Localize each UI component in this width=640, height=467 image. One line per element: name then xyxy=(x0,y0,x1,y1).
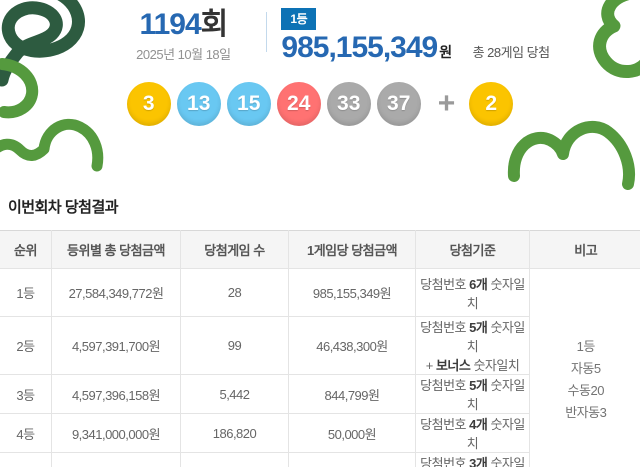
first-prize-badge: 1등 xyxy=(281,8,317,30)
winning-ball-3: 15 xyxy=(226,82,271,126)
total-games-label: 총 28게임 당첨 xyxy=(472,45,550,60)
total-cell: 27,584,349,772원 xyxy=(51,268,181,317)
rank-cell: 1등 xyxy=(0,268,52,317)
round-title: 1194회 xyxy=(108,8,258,41)
doodle-cloud-left xyxy=(0,118,104,172)
doodle-squiggle-top-right xyxy=(593,0,640,78)
doodle-loop-top-left xyxy=(0,0,85,87)
winning-ball-1: 3 xyxy=(126,82,171,126)
per-game-cell: 844,799원 xyxy=(288,374,416,414)
games-cell: 28 xyxy=(180,268,289,317)
col-remarks: 비고 xyxy=(529,230,640,269)
criteria-cell: 당첨번호 5개 숫자일치 + 보너스 숫자일치 xyxy=(415,316,530,375)
criteria-cell: 당첨번호 5개 숫자일치 xyxy=(415,374,530,414)
col-game-count: 당첨게임 수 xyxy=(180,230,289,269)
games-cell: 2,884,544 xyxy=(180,452,289,467)
criteria-cell: 당첨번호 6개 숫자일치 xyxy=(415,268,530,317)
currency-label: 원 xyxy=(439,44,453,60)
remark-line: 수동20 xyxy=(567,383,605,398)
header-divider xyxy=(266,12,268,52)
per-game-cell: 5,000원 xyxy=(288,452,416,467)
winning-ball-4: 24 xyxy=(276,82,321,126)
section-title: 이번회차 당첨결과 xyxy=(8,199,119,216)
bonus-ball: 2 xyxy=(469,82,514,126)
draw-date: 2025년 10월 18일 xyxy=(136,47,231,62)
table-row-rank5: 5등 14,422,720,000원 2,884,544 5,000원 당첨번호… xyxy=(0,452,640,467)
table-row-rank2: 2등 4,597,391,700원 99 46,438,300원 당첨번호 5개… xyxy=(0,316,640,375)
winning-numbers-row: 3 13 15 24 33 37 + 2 xyxy=(0,82,640,126)
total-cell: 9,341,000,000원 xyxy=(51,413,181,453)
doodle-cloud-right xyxy=(507,121,635,190)
per-game-cell: 985,155,349원 xyxy=(288,268,416,317)
criteria-cell: 당첨번호 3개 숫자일치 xyxy=(415,452,530,467)
col-total-prize: 등위별 총 당첨금액 xyxy=(51,230,181,269)
plus-icon: + xyxy=(437,87,456,120)
rank-cell: 3등 xyxy=(0,374,52,414)
round-suffix: 회 xyxy=(200,8,229,41)
doodle-arc-left xyxy=(0,58,39,119)
winning-ball-6: 37 xyxy=(376,82,421,126)
remarks-cell: 1등 자동5 수동20 반자동3 xyxy=(529,268,640,467)
rank-cell: 5등 xyxy=(0,452,52,467)
results-table: 순위 등위별 총 당첨금액 당첨게임 수 1게임당 당첨금액 당첨기준 비고 1… xyxy=(0,230,640,467)
remark-line: 자동5 xyxy=(570,360,601,376)
results-section: 이번회차 당첨결과 순위 등위별 총 당첨금액 당첨게임 수 1게임당 당첨금액… xyxy=(0,196,640,467)
games-cell: 186,820 xyxy=(180,413,289,453)
criteria-cell: 당첨번호 4개 숫자일치 xyxy=(415,413,530,453)
round-number: 1194 xyxy=(139,8,202,41)
first-prize-amount: 985,155,349 xyxy=(281,31,438,64)
games-cell: 5,442 xyxy=(180,374,289,414)
winning-ball-2: 13 xyxy=(176,82,221,126)
col-criteria: 당첨기준 xyxy=(415,230,530,269)
draw-header: 1194회 2025년 10월 18일 1등 985,155,349 원 총 28… xyxy=(18,0,640,65)
table-row-rank1: 1등 27,584,349,772원 28 985,155,349원 당첨번호 … xyxy=(0,268,640,467)
rank-cell: 4등 xyxy=(0,413,52,453)
remark-line: 1등 xyxy=(576,338,596,354)
per-game-cell: 46,438,300원 xyxy=(288,316,416,375)
rank-cell: 2등 xyxy=(0,316,52,375)
games-cell: 99 xyxy=(180,316,289,375)
remark-line: 반자동3 xyxy=(565,405,607,421)
total-cell: 14,422,720,000원 xyxy=(51,452,181,467)
col-per-game-prize: 1게임당 당첨금액 xyxy=(288,230,416,269)
total-cell: 4,597,396,158원 xyxy=(51,374,181,414)
per-game-cell: 50,000원 xyxy=(288,413,416,453)
table-row-rank3: 3등 4,597,396,158원 5,442 844,799원 당첨번호 5개… xyxy=(0,374,640,414)
col-rank: 순위 xyxy=(0,230,52,269)
table-header-row: 순위 등위별 총 당첨금액 당첨게임 수 1게임당 당첨금액 당첨기준 비고 xyxy=(0,230,640,269)
total-cell: 4,597,391,700원 xyxy=(51,316,181,375)
winning-ball-5: 33 xyxy=(326,82,371,126)
